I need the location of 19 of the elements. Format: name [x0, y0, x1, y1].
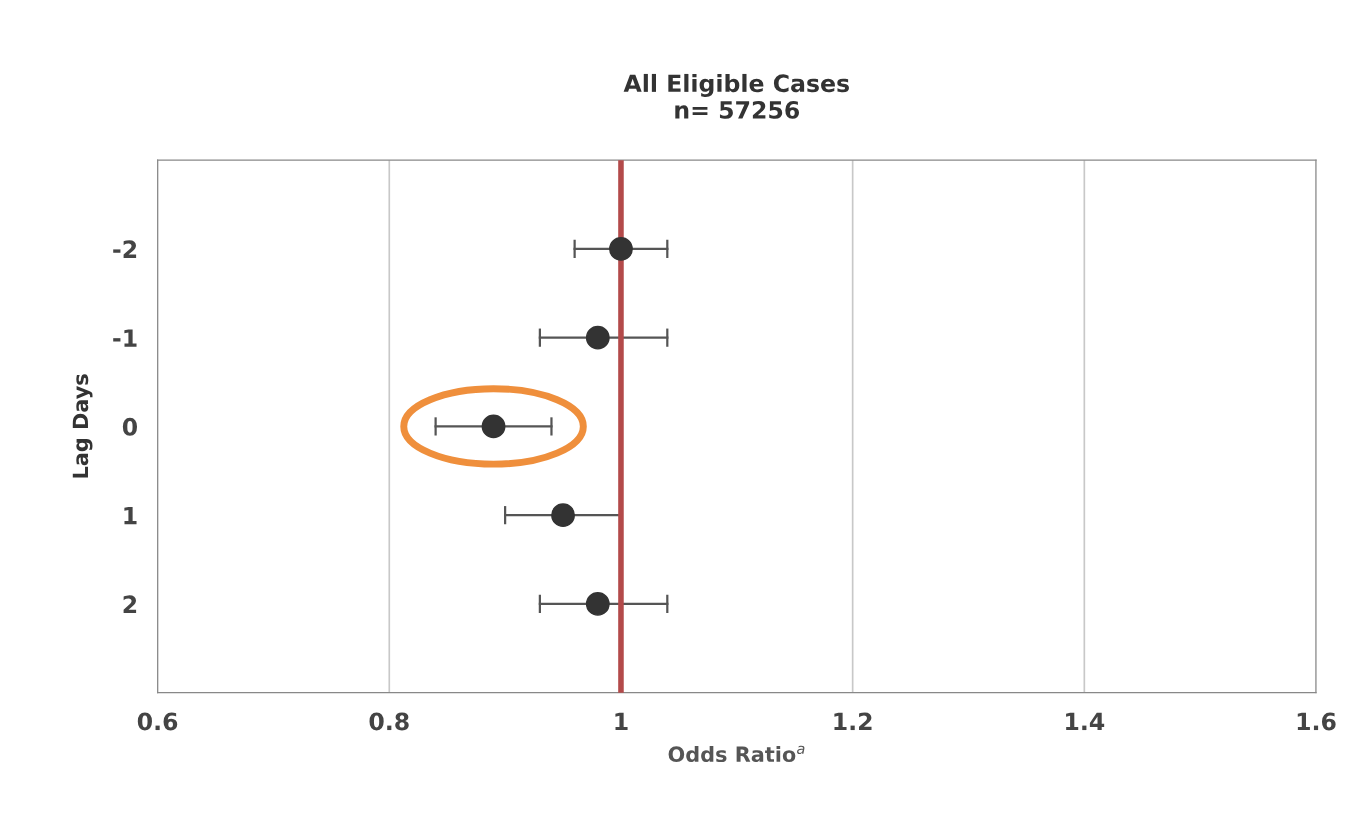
x-tick-label: 1: [615, 712, 628, 731]
x-tick-label: 1.2: [834, 712, 872, 731]
y-tick-label: 0: [122, 417, 138, 436]
x-tick-label: 0.8: [369, 712, 409, 731]
chart-title: All Eligible Cases n= 57256: [623, 73, 849, 119]
point: [609, 237, 633, 261]
point: [551, 503, 575, 528]
y-tick-label: 1: [124, 506, 137, 525]
point: [585, 325, 610, 350]
y-tick-label: -1: [113, 329, 137, 347]
y-tick-label: 2: [123, 595, 137, 613]
x-tick-label: 1.6: [1297, 712, 1336, 731]
point: [481, 414, 506, 439]
point: [585, 592, 610, 616]
x-tick-label: 1.4: [1066, 712, 1105, 731]
x-tick-label: 0.6: [137, 712, 178, 731]
y-tick-label: -2: [113, 240, 137, 258]
y-axis-title: Lag Days: [72, 374, 93, 478]
x-axis-title: Odds Ratio$^{a}$: [668, 745, 805, 763]
